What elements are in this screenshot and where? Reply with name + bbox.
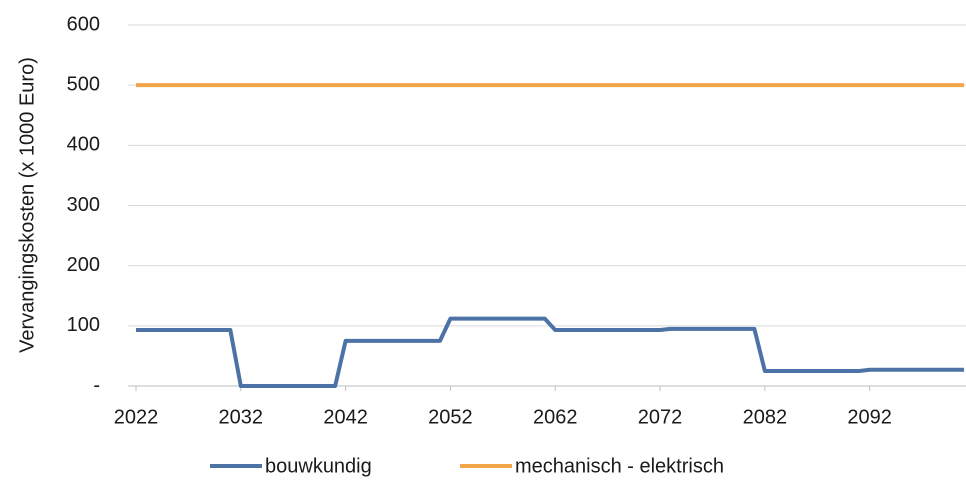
x-tick-label: 2032 <box>219 406 264 428</box>
y-tick-label: 500 <box>67 73 100 95</box>
y-axis-label: Vervangingskosten (x 1000 Euro) <box>16 57 38 353</box>
y-tick-label: 400 <box>67 134 100 156</box>
x-tick-label: 2082 <box>743 406 788 428</box>
y-tick-label: 600 <box>67 13 100 35</box>
y-tick-label: 100 <box>67 314 100 336</box>
legend-label: mechanisch - elektrisch <box>515 455 724 477</box>
x-tick-label: 2092 <box>847 406 892 428</box>
x-tick-label: 2042 <box>323 406 368 428</box>
y-tick-label: 200 <box>67 254 100 276</box>
x-tick-label: 2072 <box>638 406 683 428</box>
x-tick-label: 2062 <box>533 406 578 428</box>
series-line <box>136 316 964 388</box>
y-tick-label: 300 <box>67 194 100 216</box>
x-tick-label: 2022 <box>114 406 159 428</box>
x-tick-label: 2052 <box>428 406 473 428</box>
legend-label: bouwkundig <box>265 455 372 477</box>
y-tick-label: - <box>93 374 100 396</box>
